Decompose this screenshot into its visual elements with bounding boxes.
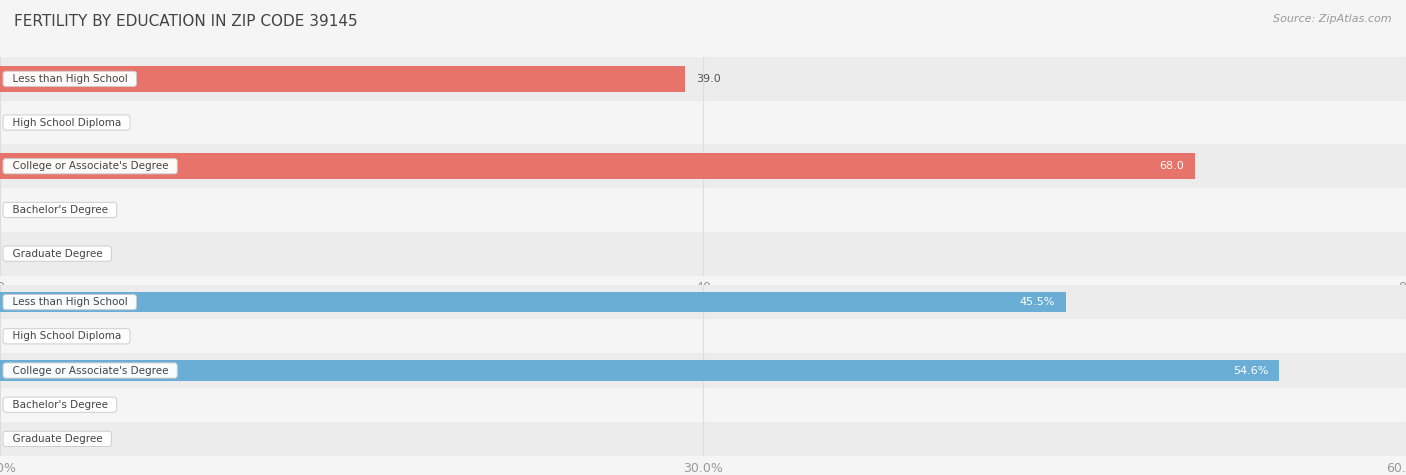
Text: 0.0%: 0.0% (11, 331, 39, 342)
Text: Less than High School: Less than High School (6, 74, 134, 84)
Text: 0.0%: 0.0% (11, 399, 39, 410)
Text: College or Associate's Degree: College or Associate's Degree (6, 161, 174, 171)
Text: High School Diploma: High School Diploma (6, 331, 128, 342)
Bar (0, 188, 1406, 232)
Bar (0, 292, 1066, 313)
Text: Source: ZipAtlas.com: Source: ZipAtlas.com (1274, 14, 1392, 24)
Bar (0, 57, 1406, 101)
Text: 0.0: 0.0 (11, 248, 30, 259)
Text: 45.5%: 45.5% (1019, 297, 1054, 307)
Bar (0, 285, 1406, 319)
Text: Bachelor's Degree: Bachelor's Degree (6, 399, 114, 410)
Bar (0, 422, 1406, 456)
Text: 39.0: 39.0 (697, 74, 721, 84)
Bar (0, 388, 1406, 422)
Bar (0, 66, 686, 92)
Text: Bachelor's Degree: Bachelor's Degree (6, 205, 114, 215)
Text: Less than High School: Less than High School (6, 297, 134, 307)
Text: 0.0: 0.0 (11, 117, 30, 128)
Bar (0, 360, 1279, 381)
Text: 0.0: 0.0 (11, 205, 30, 215)
Bar (0, 232, 1406, 276)
Text: 54.6%: 54.6% (1233, 365, 1268, 376)
Text: 0.0%: 0.0% (11, 434, 39, 444)
Bar (0, 101, 1406, 144)
Text: Graduate Degree: Graduate Degree (6, 434, 108, 444)
Bar (0, 144, 1406, 188)
Text: Graduate Degree: Graduate Degree (6, 248, 108, 259)
Text: High School Diploma: High School Diploma (6, 117, 128, 128)
Text: 68.0: 68.0 (1159, 161, 1184, 171)
Bar (0, 153, 1195, 180)
Text: College or Associate's Degree: College or Associate's Degree (6, 365, 174, 376)
Bar (0, 319, 1406, 353)
Bar (0, 353, 1406, 388)
Text: FERTILITY BY EDUCATION IN ZIP CODE 39145: FERTILITY BY EDUCATION IN ZIP CODE 39145 (14, 14, 357, 29)
